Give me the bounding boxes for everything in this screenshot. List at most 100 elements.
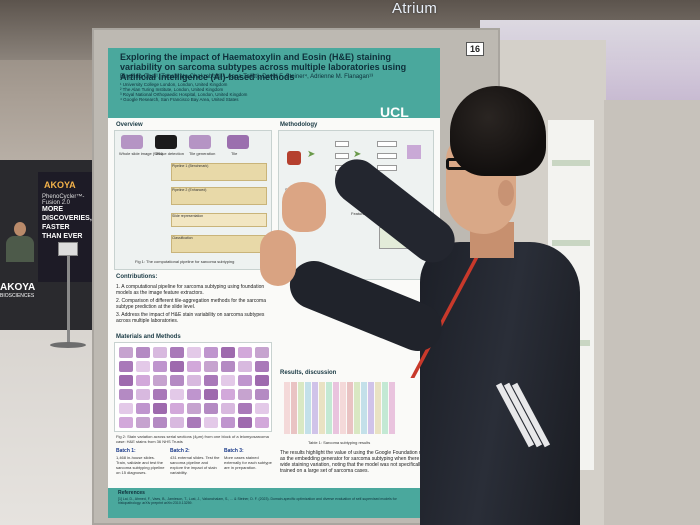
references-text: [1] Lai, D., Ahmed, F., Vaes, B., Jamies… bbox=[118, 497, 397, 505]
results-table-column bbox=[333, 382, 339, 434]
results-table-column bbox=[291, 382, 297, 434]
stain-sample-swatch bbox=[238, 375, 252, 386]
stain-sample-swatch bbox=[136, 389, 150, 400]
batch-name: Batch 2: bbox=[170, 448, 190, 454]
contribution-item: 1. A computational pipeline for sarcoma … bbox=[116, 284, 265, 296]
stain-sample-swatch bbox=[170, 361, 184, 372]
kiosk-stand bbox=[50, 242, 86, 352]
wsi-thumbnail bbox=[121, 135, 143, 149]
poster-authors: Binghao Chai¹, Tapabrata Chakraborti¹², … bbox=[120, 74, 374, 80]
stain-sample-swatch bbox=[255, 347, 269, 358]
stain-sample-swatch bbox=[238, 403, 252, 414]
flow-arrow-icon: ➤ bbox=[353, 149, 362, 160]
venue-sign: Atrium bbox=[392, 0, 438, 17]
stain-sample-swatch bbox=[136, 375, 150, 386]
pipeline-step-box: Slide representation bbox=[171, 213, 267, 227]
stain-sample-swatch bbox=[170, 403, 184, 414]
poster-affiliation: ² The Alan Turing Institute, London, Uni… bbox=[120, 87, 224, 92]
adjacent-poster-strip bbox=[552, 240, 590, 246]
stain-sample-swatch bbox=[238, 361, 252, 372]
stain-sample-swatch bbox=[153, 389, 167, 400]
stain-sample-swatch bbox=[136, 403, 150, 414]
results-table-column bbox=[312, 382, 318, 434]
results-caption: Table 1: Sarcoma subtyping results bbox=[308, 440, 371, 445]
stain-sample-swatch bbox=[255, 403, 269, 414]
thumb-label: Tile bbox=[231, 151, 238, 156]
stain-sample-swatch bbox=[170, 347, 184, 358]
poster-title: Exploring the impact of Haematoxylin and… bbox=[120, 52, 407, 82]
results-table-column bbox=[305, 382, 311, 434]
presenter-upper-arm bbox=[326, 150, 464, 272]
stain-sample-swatch bbox=[238, 389, 252, 400]
references-heading: References bbox=[118, 490, 145, 496]
thumb-label: Tissue detection bbox=[155, 151, 184, 156]
akoya-logo-name: AKOYA bbox=[0, 282, 36, 293]
stain-sample-swatch bbox=[221, 361, 235, 372]
stain-grid bbox=[114, 342, 272, 432]
stain-sample-swatch bbox=[221, 417, 235, 428]
feature-block bbox=[377, 165, 397, 171]
materials-heading: Materials and Methods bbox=[116, 334, 181, 340]
thumb-label: Whole slide image (WSI) bbox=[119, 151, 164, 156]
results-table-column bbox=[368, 382, 374, 434]
stain-sample-swatch bbox=[187, 347, 201, 358]
presenter-right-hand bbox=[282, 182, 326, 232]
stain-sample-swatch bbox=[255, 375, 269, 386]
stain-sample-swatch bbox=[153, 361, 167, 372]
stain-sample-swatch bbox=[221, 375, 235, 386]
feature-block bbox=[335, 141, 349, 147]
stain-sample-swatch bbox=[153, 375, 167, 386]
banner-headline-4: THAN EVER bbox=[42, 233, 83, 240]
kiosk-base bbox=[50, 342, 86, 348]
stain-sample-swatch bbox=[187, 375, 201, 386]
stain-sample-swatch bbox=[136, 347, 150, 358]
stain-sample-swatch bbox=[170, 417, 184, 428]
board-number-tag: 16 bbox=[466, 42, 484, 56]
poster-affiliation: ⁴ Google Research, San Francisco Bay Are… bbox=[120, 97, 239, 102]
stain-sample-swatch bbox=[204, 375, 218, 386]
batch-text: More cases stained externally for each s… bbox=[224, 455, 272, 470]
presenter-hair bbox=[450, 86, 546, 176]
banner-headline-1: MORE bbox=[42, 206, 63, 213]
banner-brand: AKOYA bbox=[44, 180, 76, 190]
results-table-column bbox=[326, 382, 332, 434]
stain-sample-swatch bbox=[119, 375, 133, 386]
tile-grid-thumbnail bbox=[189, 135, 211, 149]
results-table-column bbox=[375, 382, 381, 434]
results-table-column bbox=[340, 382, 346, 434]
stain-sample-swatch bbox=[204, 347, 218, 358]
stain-sample-swatch bbox=[221, 389, 235, 400]
background-visitor bbox=[6, 222, 34, 262]
overview-caption: Fig 1: The computational pipeline for sa… bbox=[135, 259, 235, 264]
thumb-label: Tile generation bbox=[189, 151, 216, 156]
feature-block bbox=[335, 153, 349, 159]
stain-sample-swatch bbox=[255, 417, 269, 428]
batch-name: Batch 1: bbox=[116, 448, 136, 454]
batch-text: 1,468 in-house slides. Train, validate a… bbox=[116, 455, 165, 475]
stain-sample-swatch bbox=[119, 347, 133, 358]
stain-sample-swatch bbox=[119, 403, 133, 414]
pipeline-step-box: Pipeline 2 (Enhanced) bbox=[171, 187, 267, 205]
stain-sample-swatch bbox=[187, 389, 201, 400]
booth-banner: AKOYA PhenoCycler™-Fusion 2.0 MORE DISCO… bbox=[38, 172, 94, 282]
stain-sample-swatch bbox=[153, 417, 167, 428]
methodology-heading: Methodology bbox=[280, 122, 318, 128]
adjacent-poster-strip bbox=[552, 160, 590, 166]
overview-heading: Overview bbox=[116, 122, 143, 128]
stain-sample-swatch bbox=[187, 403, 201, 414]
stain-sample-swatch bbox=[238, 347, 252, 358]
stain-sample-swatch bbox=[153, 347, 167, 358]
stain-sample-swatch bbox=[187, 361, 201, 372]
results-text: The results highlight the value of using… bbox=[280, 450, 433, 474]
stain-sample-swatch bbox=[170, 389, 184, 400]
akoya-logo-sub: BIOSCIENCES bbox=[0, 293, 35, 299]
poster-affiliation: ¹ University College London, London, Uni… bbox=[120, 82, 228, 87]
overview-panel: Whole slide image (WSI) Tissue detection… bbox=[114, 130, 272, 270]
kiosk-pole bbox=[67, 256, 70, 346]
adjacent-board bbox=[604, 100, 700, 525]
akoya-logo: AKOYA BIOSCIENCES bbox=[0, 282, 50, 312]
feature-block bbox=[377, 153, 397, 159]
visitor-head bbox=[14, 222, 26, 236]
results-table-column bbox=[389, 382, 395, 434]
presenter-left-hand bbox=[260, 230, 296, 286]
